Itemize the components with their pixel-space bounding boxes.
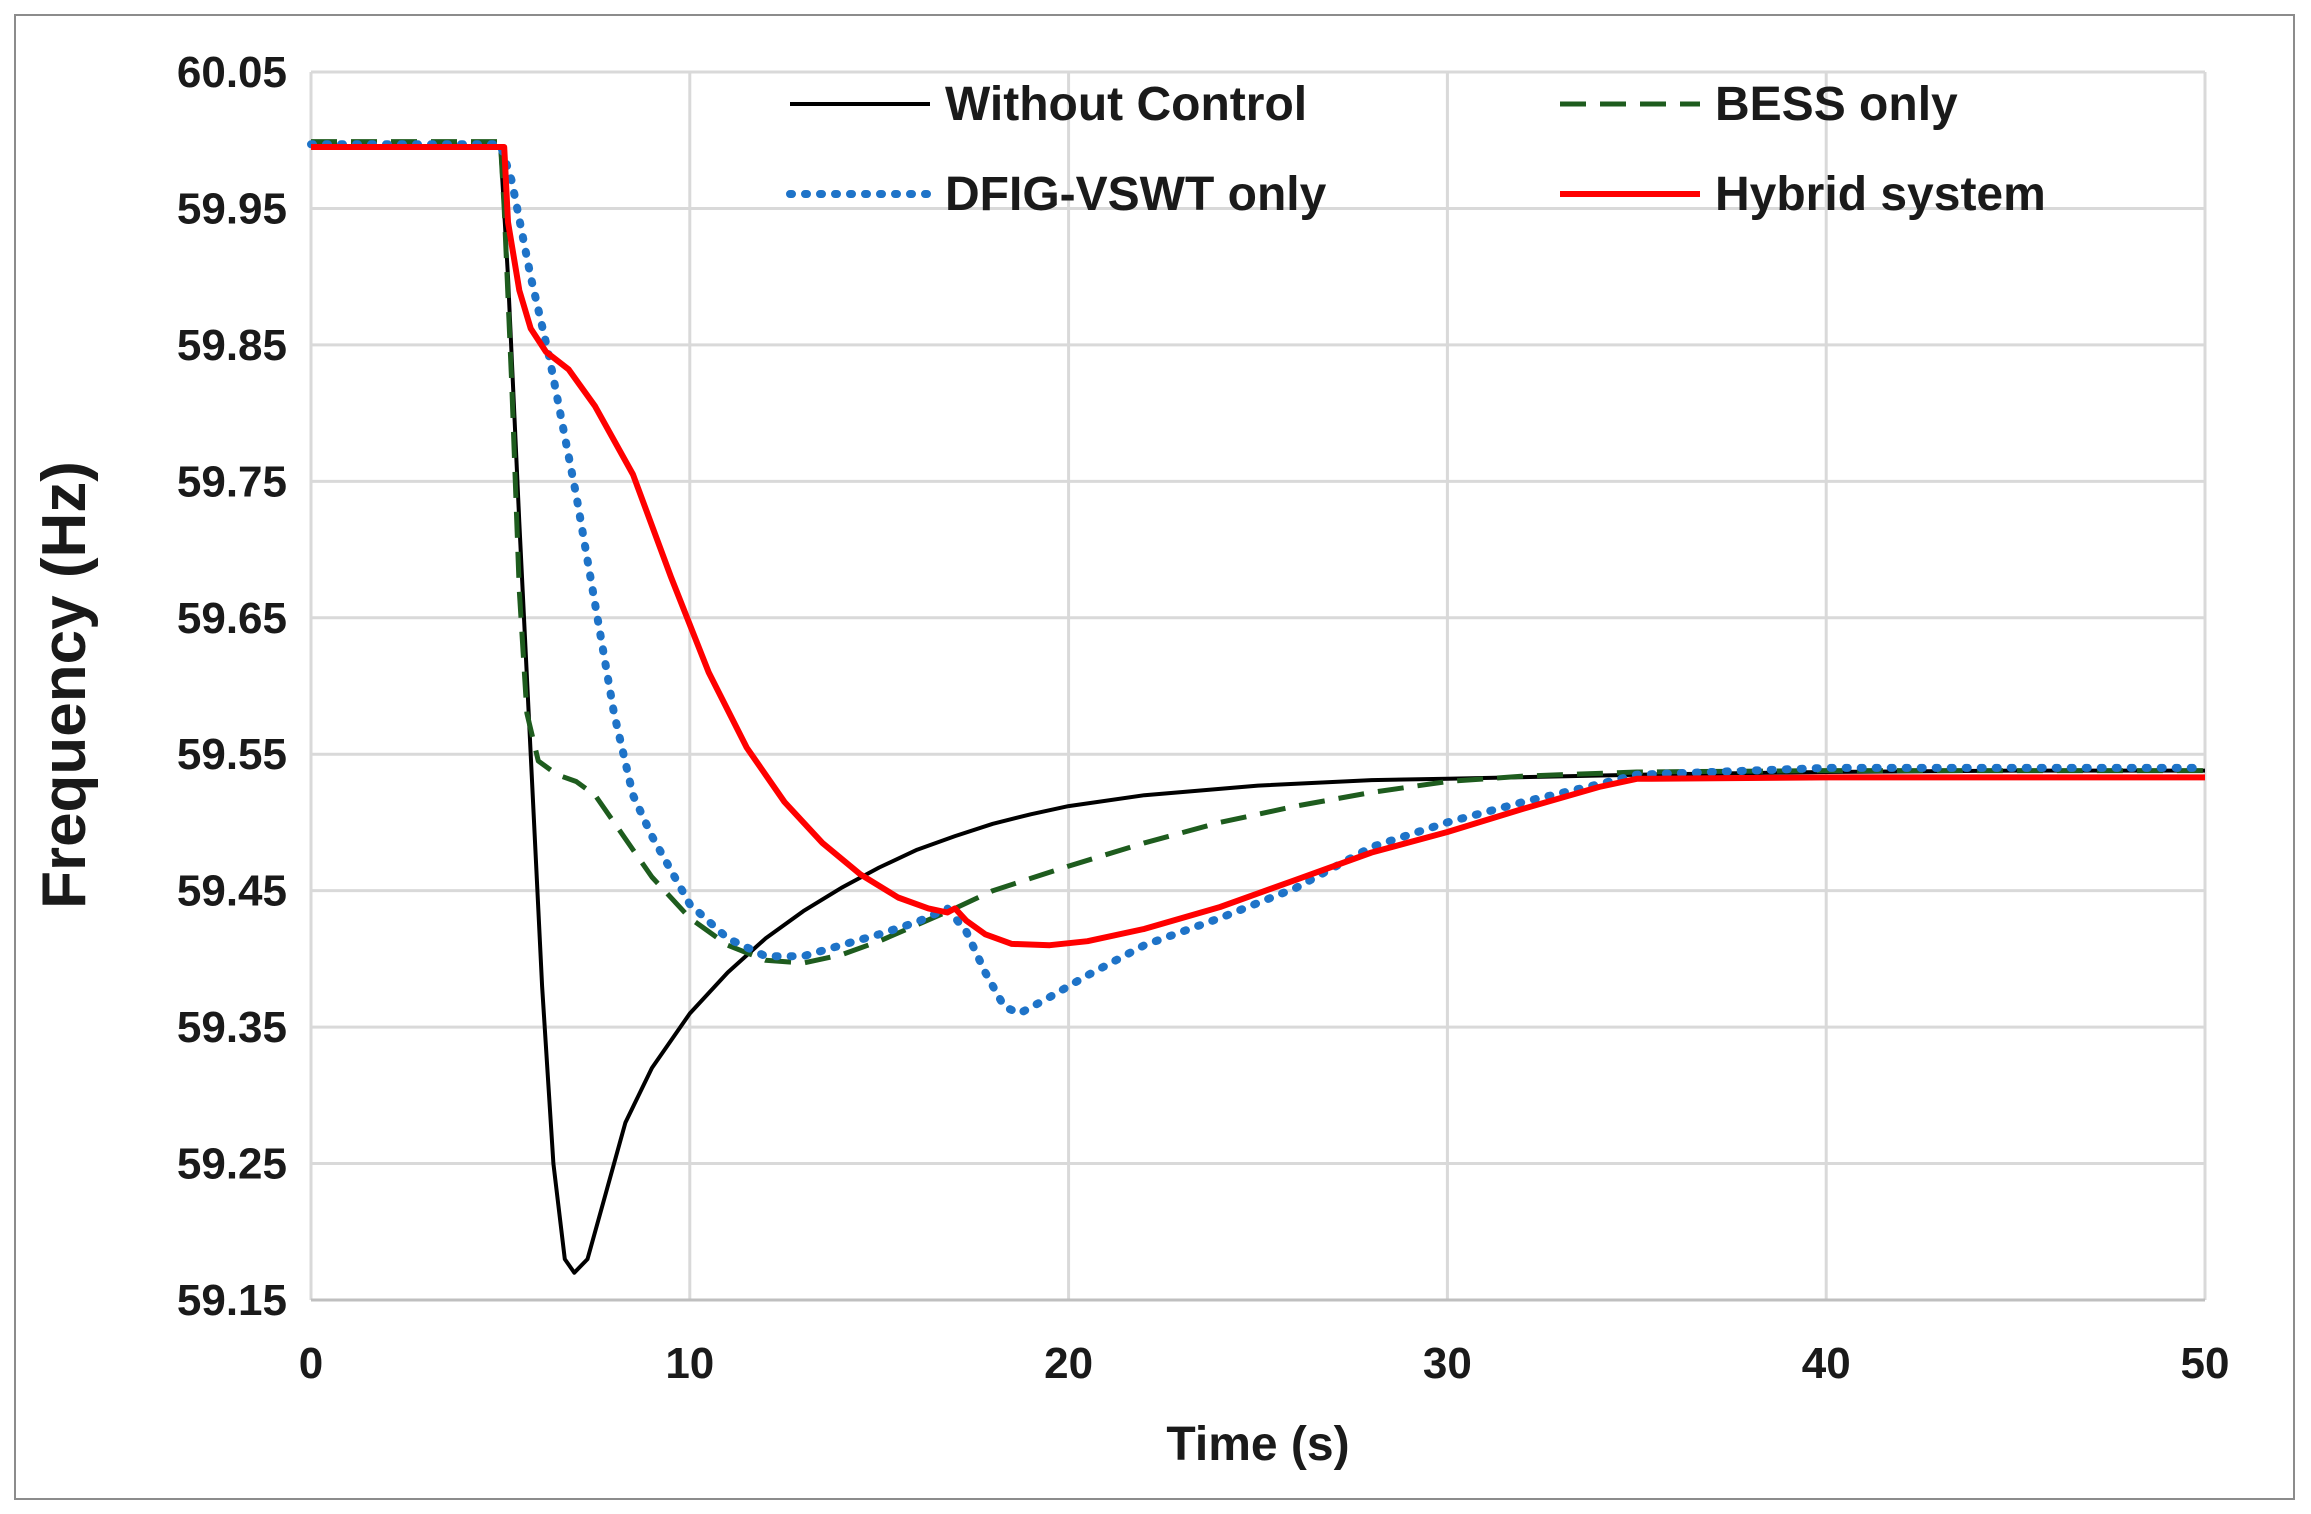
x-tick-label: 0 — [299, 1339, 323, 1388]
y-tick-label: 59.85 — [177, 321, 287, 370]
y-tick-label: 59.35 — [177, 1003, 287, 1052]
y-axis-title: Frequency (Hz) — [30, 461, 99, 909]
y-tick-label: 59.95 — [177, 184, 287, 233]
y-tick-label: 59.45 — [177, 867, 287, 916]
x-tick-label: 50 — [2181, 1339, 2230, 1388]
series-line-dfig-vswt-only — [307, 140, 2209, 1018]
chart-frame — [14, 14, 2295, 1500]
legend-label: Hybrid system — [1715, 168, 2046, 221]
y-tick-label: 59.75 — [177, 457, 287, 506]
legend: Without Control BESS only DFIG-VSWT only Hy… — [786, 78, 2046, 221]
gridlines — [309, 70, 2207, 1302]
series-lines — [307, 139, 2209, 1275]
y-tick-label: 59.65 — [177, 594, 287, 643]
y-tick-label: 59.15 — [177, 1276, 287, 1325]
y-tick-label: 60.05 — [177, 48, 287, 97]
y-tick-label: 59.25 — [177, 1140, 287, 1189]
legend-label: BESS only — [1715, 78, 1958, 131]
x-axis-title: Time (s) — [1166, 1418, 1349, 1471]
series-line-hybrid-system — [311, 144, 2205, 949]
legend-label: DFIG-VSWT only — [945, 168, 1327, 221]
series-line-bess-only — [311, 139, 2205, 966]
x-tick-label: 10 — [665, 1339, 714, 1388]
y-tick-label: 59.55 — [177, 730, 287, 779]
x-tick-label: 40 — [1802, 1339, 1851, 1388]
x-tick-label: 30 — [1423, 1339, 1472, 1388]
x-tick-label: 20 — [1044, 1339, 1093, 1388]
series-line-without-control — [311, 145, 2205, 1275]
tick-labels: 60.05 59.95 59.85 59.75 59.65 59.55 59.45 59.35… — [177, 48, 2230, 1388]
legend-label: Without Control — [945, 78, 1307, 131]
